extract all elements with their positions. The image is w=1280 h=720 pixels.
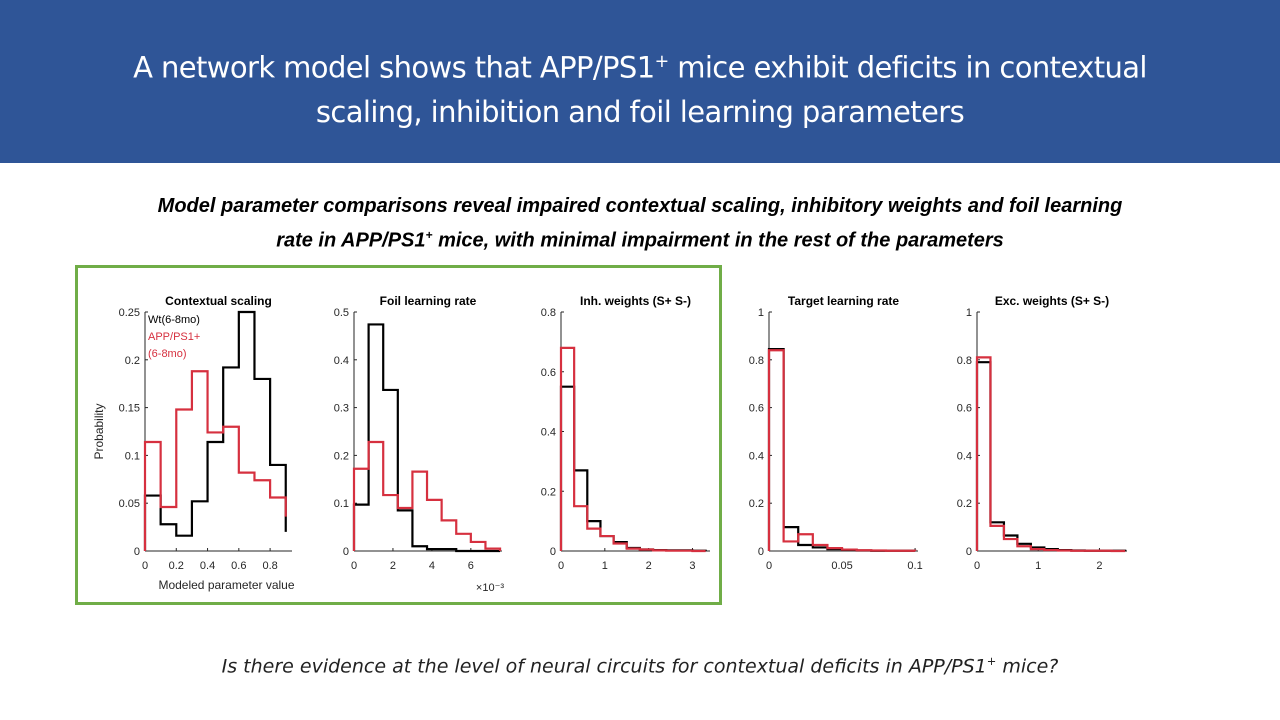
x-tick-label: 0.6 [231,560,246,572]
y-tick-label: 0.2 [125,355,140,367]
x-tick-label: 2 [646,560,652,572]
subplot-title: Inh. weights (S+ S-) [580,294,691,308]
x-tick-label: 0.8 [262,560,277,572]
y-tick-label: 0 [134,546,140,558]
histogram-series-wt [143,310,287,551]
y-tick-label: 0.4 [749,450,764,462]
slide-subtitle: Model parameter comparisons reveal impai… [100,192,1180,256]
subplot-title: Target learning rate [788,294,899,308]
subtitle-line-1: Model parameter comparisons reveal impai… [157,195,1123,217]
y-tick-label: 0.8 [749,355,764,367]
x-tick-label: 0.05 [831,560,852,572]
x-tick-label: 0.2 [169,560,184,572]
x-tick-label: 0.1 [907,560,922,572]
y-tick-label: 0.6 [541,367,556,379]
y-axis-label: Probability [92,403,106,459]
y-tick-label: 0.15 [119,403,140,415]
x-tick-label: 0 [974,560,980,572]
x-tick-label: 6 [468,560,474,572]
x-tick-label: 0 [558,560,564,572]
y-tick-label: 0.8 [957,355,972,367]
y-tick-label: 0.4 [957,450,972,462]
y-tick-label: 0.6 [957,403,972,415]
histogram-series-app [559,346,706,553]
y-tick-label: 0.25 [119,307,140,319]
subplot-title: Exc. weights (S+ S-) [995,294,1109,308]
histogram-series-app [767,349,917,552]
y-tick-label: 1 [758,307,764,319]
y-tick-label: 0.2 [541,486,556,498]
y-tick-label: 1 [966,307,972,319]
x-multiplier-label: ×10⁻³ [476,582,504,594]
subplot-title: Contextual scaling [165,294,272,308]
y-tick-label: 0.4 [541,427,556,439]
y-tick-label: 0.05 [119,498,140,510]
y-tick-label: 0.6 [749,403,764,415]
y-tick-label: 0.2 [957,498,972,510]
histogram-series-wt [767,347,917,552]
histogram-series-app [143,370,287,551]
y-tick-label: 0.4 [334,355,349,367]
legend-entry-wt: Wt(6-8mo) [148,314,200,326]
x-tick-label: 0 [142,560,148,572]
y-tick-label: 0.1 [125,450,140,462]
subplot-title: Foil learning rate [380,294,477,308]
x-tick-label: 2 [390,560,396,572]
x-axis-label: Modeled parameter value [158,578,294,592]
y-tick-label: 0.2 [334,450,349,462]
histogram-series-app [975,356,1126,553]
histogram-series-wt [352,323,501,553]
histogram-series-wt [559,385,707,552]
y-tick-label: 0 [550,546,556,558]
slide-title: A network model shows that APP/PS1+ mice… [60,40,1220,134]
y-tick-label: 0.1 [334,498,349,510]
highlight-box [75,265,722,605]
y-tick-label: 0 [758,546,764,558]
x-tick-label: 4 [429,560,435,572]
subtitle-line-2: rate in APP/PS1+ mice, with minimal impa… [276,228,1004,252]
x-tick-label: 0 [351,560,357,572]
y-tick-label: 0.5 [334,307,349,319]
x-tick-label: 1 [602,560,608,572]
histogram-series-app [352,440,502,551]
y-tick-label: 0.2 [749,498,764,510]
title-line-2: scaling, inhibition and foil learning pa… [315,94,965,129]
x-tick-label: 2 [1096,560,1102,572]
x-tick-label: 0 [766,560,772,572]
x-tick-label: 0.4 [200,560,215,572]
x-tick-label: 3 [689,560,695,572]
legend-entry-app-age: (6-8mo) [148,348,187,360]
x-tick-label: 1 [1035,560,1041,572]
y-tick-label: 0 [343,546,349,558]
title-banner [0,0,1280,163]
title-line-1: A network model shows that APP/PS1+ mice… [133,50,1147,85]
y-tick-label: 0.3 [334,403,349,415]
y-tick-label: 0.8 [541,307,556,319]
legend-entry-app: APP/PS1+ [148,331,200,343]
question-text: Is there evidence at the level of neural… [221,654,1059,678]
y-tick-label: 0 [966,546,972,558]
histogram-series-wt [975,361,1127,552]
